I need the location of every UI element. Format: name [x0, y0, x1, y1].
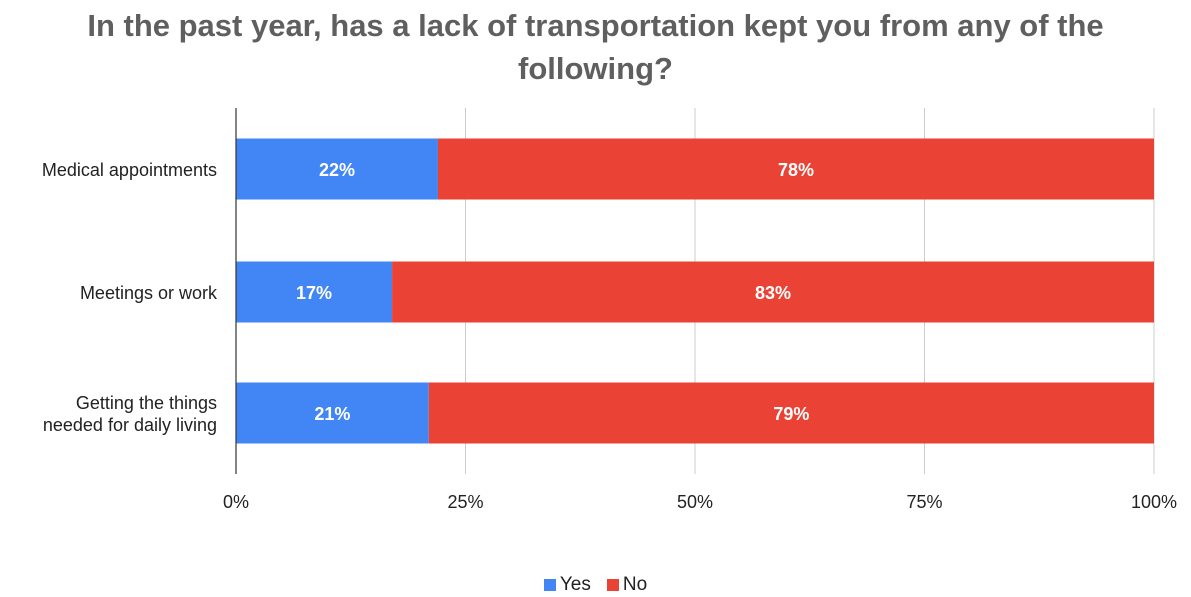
category-label-1: Meetings or work — [80, 283, 218, 303]
x-tick-label-25: 25% — [447, 492, 483, 512]
x-tick-label-50: 50% — [677, 492, 713, 512]
legend-swatch-yes — [543, 579, 556, 591]
category-label-line: Meetings or work — [80, 283, 218, 303]
bar-yes-1 — [236, 261, 393, 323]
data-label-yes-1: 17% — [296, 283, 332, 303]
bar-no-0 — [437, 138, 1155, 200]
category-label-2: Getting the things needed for daily livin… — [43, 393, 217, 435]
data-label-no-0: 78% — [778, 160, 814, 180]
legend-item-yes: Yes — [543, 574, 591, 596]
legend-item-no: No — [606, 574, 648, 596]
x-tick-label-75: 75% — [906, 492, 942, 512]
bar-yes-2 — [236, 382, 429, 444]
data-label-no-2: 79% — [773, 404, 809, 424]
legend-swatch-no — [606, 579, 619, 591]
data-label-no-1: 83% — [755, 283, 791, 303]
data-label-yes-0: 22% — [319, 160, 355, 180]
bar-no-1 — [392, 261, 1154, 323]
chart-title: In the past year, has a lack of transpor… — [87, 8, 1104, 86]
legend-label-yes: Yes — [559, 574, 591, 595]
x-tick-label-0: 0% — [223, 492, 249, 512]
bars — [236, 138, 1155, 444]
x-tick-label-100: 100% — [1131, 492, 1177, 512]
bar-yes-0 — [236, 138, 438, 200]
legend-label-no: No — [622, 574, 648, 595]
data-label-yes-2: 21% — [314, 404, 350, 424]
category-label-line: Medical appointments — [42, 160, 217, 180]
bar-no-2 — [428, 382, 1154, 444]
labels: 22% 78% 17% 83% 21% 79% 0% 25% 50% 75% 100% Medical… — [42, 160, 1177, 512]
category-label-line: needed for daily living — [43, 415, 217, 435]
category-label-line: Getting the things — [76, 393, 217, 413]
category-label-0: Medical appointments — [42, 160, 217, 180]
legend: Yes No — [0, 574, 1191, 596]
